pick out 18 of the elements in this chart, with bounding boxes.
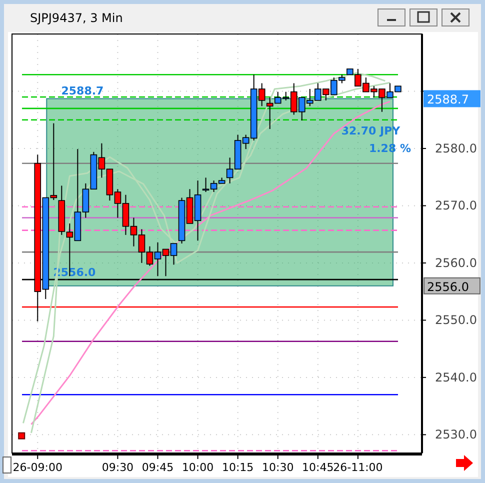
annotation: 2588.7: [61, 84, 104, 98]
y-tick-label: 2560.0: [435, 256, 477, 270]
text: 2556.0: [427, 280, 469, 294]
y-tick-label: 2540.0: [435, 370, 477, 384]
chart-title: SJPJ9437, 3 Min: [30, 11, 123, 25]
x-tick-label: 09:30: [102, 460, 134, 474]
text: 2588.7: [427, 92, 469, 107]
x-tick-label: 10:00: [182, 460, 214, 474]
x-tick-label: 10:45: [302, 460, 334, 474]
y-tick-label: 2580.0: [435, 141, 477, 156]
y-tick-label: 2570.0: [435, 198, 477, 213]
x-tick-label: 10:15: [222, 460, 254, 474]
x-tick-label: 10:30: [262, 460, 294, 474]
x-tick-label: 26-11:00: [333, 460, 383, 474]
y-tick-label: 2530.0: [435, 428, 477, 442]
x-tick-label: 26-09:00: [12, 460, 62, 474]
x-tick-label: 09:45: [142, 460, 174, 474]
y-tick-label: 2550.0: [435, 313, 477, 328]
